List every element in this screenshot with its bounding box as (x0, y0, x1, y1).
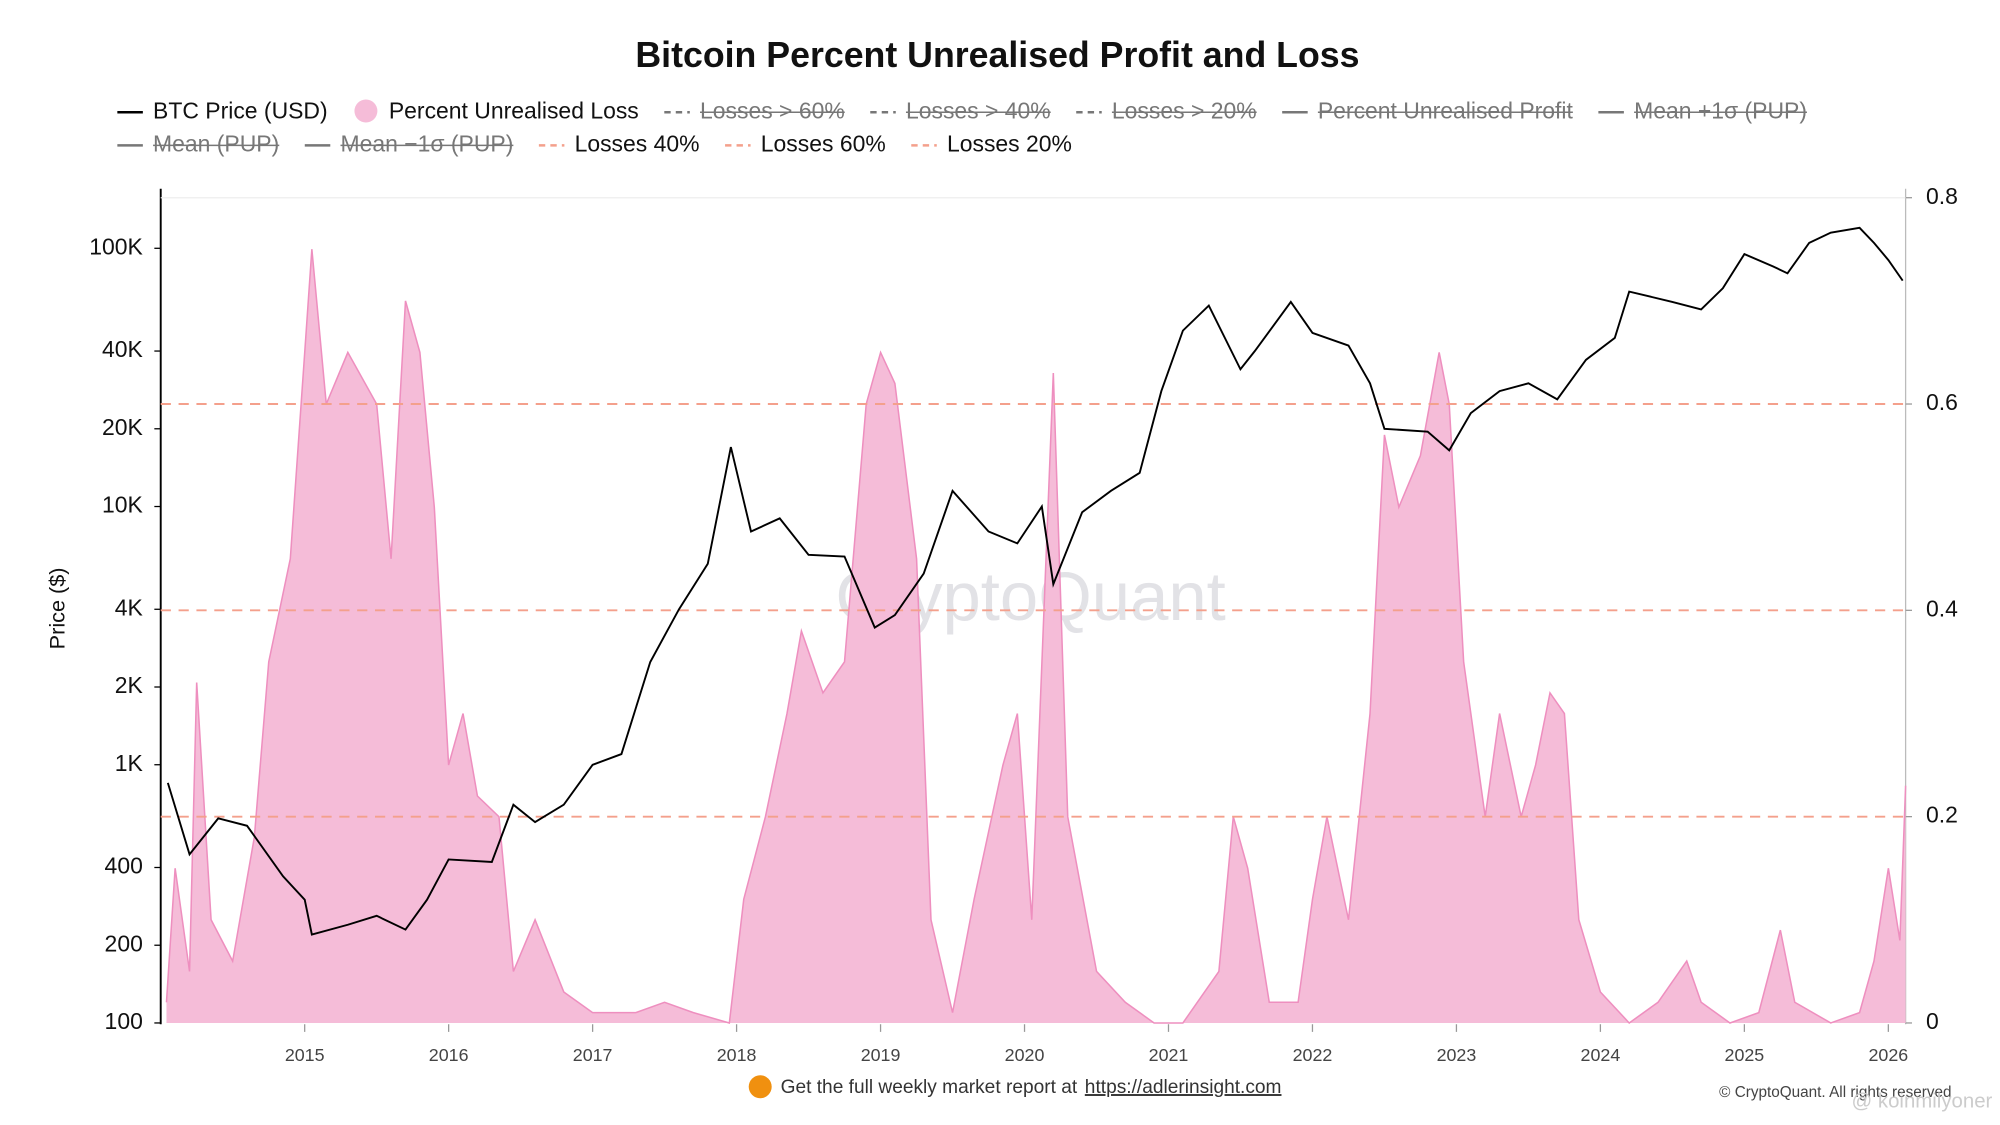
legend-item[interactable]: Losses > 20% (1076, 97, 1257, 123)
legend-item[interactable]: BTC Price (USD) (117, 97, 328, 123)
y2-tick-label: 0.6 (1926, 389, 1958, 415)
footer-icon (748, 1075, 772, 1099)
x-tick-label: 2015 (285, 1045, 325, 1065)
y-tick-label: 20K (102, 414, 144, 440)
y-axis-label: Price ($) (44, 567, 69, 649)
legend-swatch (354, 99, 378, 123)
x-tick-label: 2026 (1868, 1045, 1908, 1065)
x-tick-label: 2017 (573, 1045, 613, 1065)
legend-label: Losses 40% (575, 130, 700, 156)
legend-item[interactable]: Losses > 40% (870, 97, 1051, 123)
legend-label: Mean (PUP) (153, 130, 279, 156)
legend-item[interactable]: Mean +1σ (PUP) (1598, 97, 1807, 123)
y2-tick-label: 0.8 (1926, 183, 1958, 209)
price-line (166, 226, 1904, 936)
legend-label: Percent Unrealised Profit (1318, 97, 1574, 123)
y2-tick-label: 0.2 (1926, 802, 1958, 828)
y2-tick-label: 0.4 (1926, 595, 1958, 621)
legend-label: Mean +1σ (PUP) (1634, 97, 1807, 123)
legend-item[interactable]: Percent Unrealised Profit (1282, 97, 1573, 123)
x-tick-label: 2023 (1437, 1045, 1477, 1065)
x-tick-label: 2021 (1149, 1045, 1189, 1065)
legend-item[interactable]: Losses 40% (538, 130, 700, 156)
x-tick-label: 2020 (1005, 1045, 1045, 1065)
area-fill (166, 249, 1906, 1023)
legend-item[interactable]: Losses > 60% (664, 97, 845, 123)
legend-label: Losses > 20% (1112, 97, 1257, 123)
x-tick-label: 2024 (1581, 1045, 1621, 1065)
legend-label: Mean −1σ (PUP) (340, 130, 513, 156)
copyright: © CryptoQuant. All rights reserved (1719, 1084, 1951, 1101)
footer-link[interactable]: https://adlerinsight.com (1085, 1077, 1282, 1098)
credit: @ koinmilyoner (1852, 1090, 1993, 1112)
y-tick-label: 2K (115, 672, 144, 698)
y-tick-label: 4K (115, 594, 144, 620)
x-tick-label: 2016 (429, 1045, 469, 1065)
y-tick-label: 40K (102, 336, 144, 362)
legend-item[interactable]: Mean −1σ (PUP) (304, 130, 514, 156)
legend-label: Losses > 60% (700, 97, 845, 123)
legend-label: Losses > 40% (906, 97, 1051, 123)
y2-tick-label: 0 (1926, 1008, 1939, 1034)
y-tick-label: 100K (89, 233, 143, 259)
legend-label: BTC Price (USD) (153, 97, 328, 123)
legend-label: Losses 20% (947, 130, 1072, 156)
x-tick-label: 2019 (861, 1045, 901, 1065)
footer-text: Get the full weekly market report at (781, 1077, 1078, 1098)
chart-title: Bitcoin Percent Unrealised Profit and Lo… (635, 35, 1359, 75)
y-tick-label: 10K (102, 492, 144, 518)
y-tick-label: 100 (105, 1008, 143, 1034)
legend-item[interactable]: Losses 20% (911, 130, 1072, 156)
y-tick-label: 200 (105, 930, 143, 956)
y-tick-label: 400 (105, 853, 143, 879)
x-tick-label: 2025 (1725, 1045, 1765, 1065)
legend-item[interactable]: Mean (PUP) (117, 130, 280, 156)
legend-item[interactable]: Percent Unrealised Loss (354, 97, 639, 123)
x-tick-label: 2018 (717, 1045, 757, 1065)
area-line (165, 249, 1907, 1024)
legend-label: Percent Unrealised Loss (389, 97, 639, 123)
y-tick-label: 1K (115, 750, 144, 776)
legend-label: Losses 60% (761, 130, 886, 156)
x-tick-label: 2022 (1293, 1045, 1333, 1065)
legend-item[interactable]: Losses 60% (725, 130, 886, 156)
